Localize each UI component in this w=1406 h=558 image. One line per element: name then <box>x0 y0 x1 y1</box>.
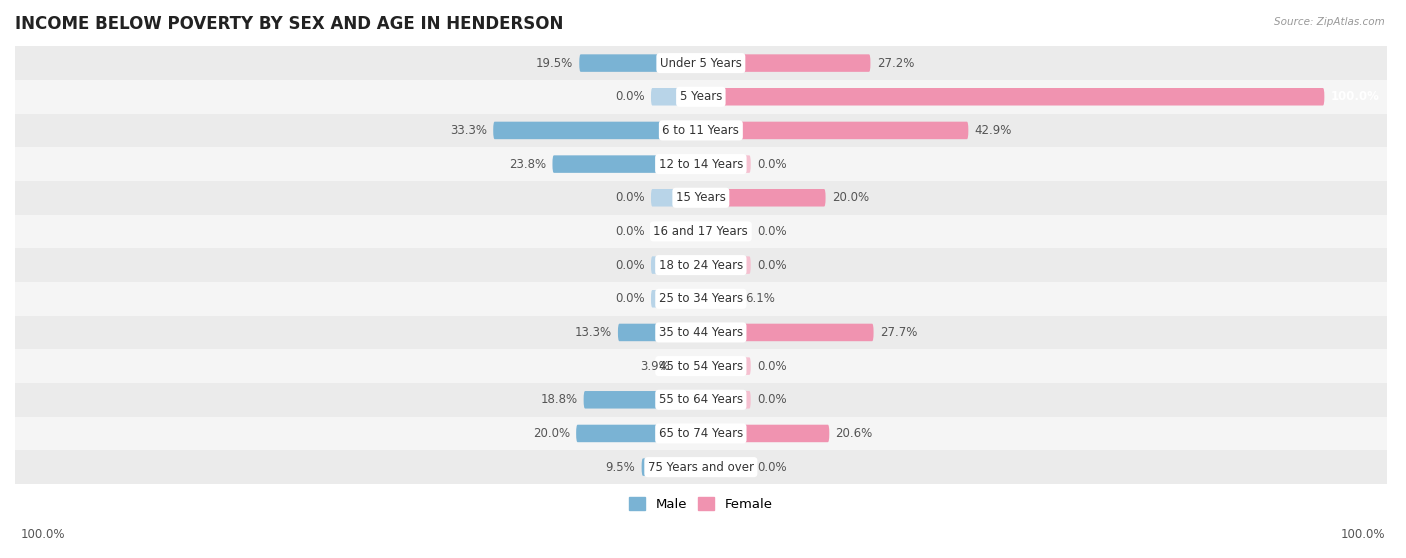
Text: 18 to 24 Years: 18 to 24 Years <box>659 258 742 272</box>
Text: 0.0%: 0.0% <box>756 258 786 272</box>
Text: 35 to 44 Years: 35 to 44 Years <box>659 326 742 339</box>
Bar <box>15 450 1386 484</box>
Text: 20.6%: 20.6% <box>835 427 873 440</box>
Text: 0.0%: 0.0% <box>614 191 645 204</box>
Text: 0.0%: 0.0% <box>756 225 786 238</box>
FancyBboxPatch shape <box>700 290 740 307</box>
FancyBboxPatch shape <box>700 223 751 240</box>
FancyBboxPatch shape <box>700 256 751 274</box>
Text: 20.0%: 20.0% <box>533 427 569 440</box>
Bar <box>15 383 1386 417</box>
Text: Source: ZipAtlas.com: Source: ZipAtlas.com <box>1274 17 1385 27</box>
Bar <box>15 316 1386 349</box>
Text: 6.1%: 6.1% <box>745 292 775 305</box>
Bar <box>15 147 1386 181</box>
FancyBboxPatch shape <box>651 290 700 307</box>
Text: 0.0%: 0.0% <box>756 393 786 406</box>
Text: 27.7%: 27.7% <box>880 326 917 339</box>
FancyBboxPatch shape <box>700 425 830 442</box>
Text: 100.0%: 100.0% <box>21 528 66 541</box>
Text: 18.8%: 18.8% <box>540 393 578 406</box>
Text: 0.0%: 0.0% <box>756 157 786 171</box>
Text: 12 to 14 Years: 12 to 14 Years <box>658 157 742 171</box>
FancyBboxPatch shape <box>651 256 700 274</box>
Text: 27.2%: 27.2% <box>877 56 914 70</box>
Text: 25 to 34 Years: 25 to 34 Years <box>659 292 742 305</box>
FancyBboxPatch shape <box>651 88 700 105</box>
Bar <box>15 349 1386 383</box>
FancyBboxPatch shape <box>579 54 700 72</box>
FancyBboxPatch shape <box>553 155 700 173</box>
Text: 45 to 54 Years: 45 to 54 Years <box>659 359 742 373</box>
FancyBboxPatch shape <box>651 189 700 206</box>
Bar <box>15 80 1386 114</box>
FancyBboxPatch shape <box>651 223 700 240</box>
Text: Under 5 Years: Under 5 Years <box>659 56 742 70</box>
FancyBboxPatch shape <box>700 88 1324 105</box>
Bar <box>15 248 1386 282</box>
Bar <box>15 46 1386 80</box>
Text: 16 and 17 Years: 16 and 17 Years <box>654 225 748 238</box>
Text: 75 Years and over: 75 Years and over <box>648 460 754 474</box>
Bar <box>15 215 1386 248</box>
Text: 42.9%: 42.9% <box>974 124 1012 137</box>
FancyBboxPatch shape <box>576 425 700 442</box>
Text: 55 to 64 Years: 55 to 64 Years <box>659 393 742 406</box>
FancyBboxPatch shape <box>583 391 700 408</box>
Text: 23.8%: 23.8% <box>509 157 546 171</box>
Text: 5 Years: 5 Years <box>679 90 723 103</box>
FancyBboxPatch shape <box>617 324 700 341</box>
Text: 100.0%: 100.0% <box>1330 90 1379 103</box>
Text: 15 Years: 15 Years <box>676 191 725 204</box>
Text: 19.5%: 19.5% <box>536 56 574 70</box>
FancyBboxPatch shape <box>700 391 751 408</box>
FancyBboxPatch shape <box>641 458 700 476</box>
Text: 0.0%: 0.0% <box>756 460 786 474</box>
Text: 0.0%: 0.0% <box>756 359 786 373</box>
Bar <box>15 114 1386 147</box>
FancyBboxPatch shape <box>700 189 825 206</box>
FancyBboxPatch shape <box>700 155 751 173</box>
Text: 0.0%: 0.0% <box>614 292 645 305</box>
FancyBboxPatch shape <box>494 122 700 139</box>
Text: 100.0%: 100.0% <box>1340 528 1385 541</box>
Bar <box>15 181 1386 215</box>
FancyBboxPatch shape <box>700 357 751 375</box>
Text: 0.0%: 0.0% <box>614 90 645 103</box>
Text: 65 to 74 Years: 65 to 74 Years <box>659 427 742 440</box>
Text: 0.0%: 0.0% <box>614 258 645 272</box>
FancyBboxPatch shape <box>676 357 700 375</box>
Text: 13.3%: 13.3% <box>575 326 612 339</box>
Text: 20.0%: 20.0% <box>832 191 869 204</box>
Text: 9.5%: 9.5% <box>606 460 636 474</box>
Bar <box>15 282 1386 316</box>
Text: INCOME BELOW POVERTY BY SEX AND AGE IN HENDERSON: INCOME BELOW POVERTY BY SEX AND AGE IN H… <box>15 15 564 33</box>
FancyBboxPatch shape <box>700 54 870 72</box>
FancyBboxPatch shape <box>700 122 969 139</box>
Text: 6 to 11 Years: 6 to 11 Years <box>662 124 740 137</box>
Bar <box>15 417 1386 450</box>
Text: 0.0%: 0.0% <box>614 225 645 238</box>
Text: 33.3%: 33.3% <box>450 124 486 137</box>
Legend: Male, Female: Male, Female <box>624 492 778 516</box>
FancyBboxPatch shape <box>700 324 873 341</box>
Text: 3.9%: 3.9% <box>641 359 671 373</box>
FancyBboxPatch shape <box>700 458 751 476</box>
